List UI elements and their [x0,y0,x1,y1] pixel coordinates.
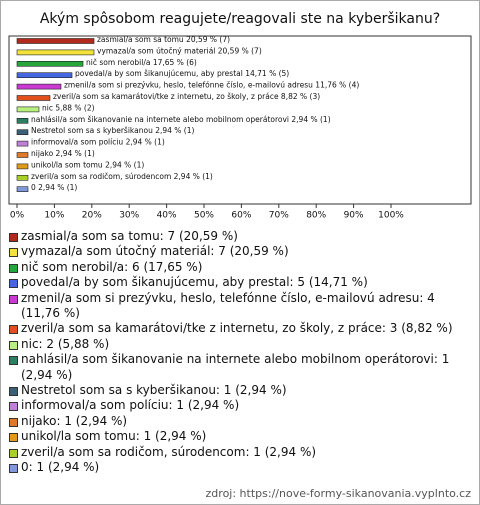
legend-label: nijako: 1 (2,94 %) [21,413,128,428]
legend: zasmial/a som sa tomu: 7 (20,59 %) vymaza… [9,229,475,476]
x-tick-label: 50% [194,211,214,221]
bar [16,175,29,181]
bar [16,129,29,135]
legend-label: Nestretol som sa s kyberšikanou: 1 (2,94… [21,383,287,398]
legend-swatch [9,402,18,412]
x-tick-label: 90% [344,211,364,221]
x-tick-label: 40% [157,211,177,221]
legend-swatch [9,233,18,242]
legend-item: zmenil/a som si prezývku, heslo, telefón… [9,291,475,322]
value-label: nijako 2,94 % (1) [31,149,95,158]
legend-label: nič som nerobil/a: 6 (17,65 %) [21,259,203,274]
legend-swatch [9,279,18,289]
plot-frame [8,35,472,205]
chart: Akým spôsobom reagujete/reagovali ste na… [8,11,472,221]
chart-title: Akým spôsobom reagujete/reagovali ste na… [40,11,440,27]
legend-label: povedal/a by som šikanujúcemu, aby prest… [21,275,368,290]
value-label: nic 5,88 % (2) [42,103,95,112]
bar [16,140,29,147]
legend-label: nahlásil/a som šikanovanie na internete … [21,352,450,382]
legend-label: informoval/a som políciu: 1 (2,94 %) [21,398,240,413]
legend-swatch [9,464,18,474]
x-tick-label: 60% [231,211,251,221]
legend-swatch [9,387,18,397]
legend-label: unikol/la som tomu: 1 (2,94 %) [21,429,207,444]
value-label: nič som nerobil/a 17,65 % (6) [86,58,197,67]
bar [16,152,29,158]
bar [16,163,29,170]
legend-item: povedal/a by som šikanujúcemu, aby prest… [9,275,475,290]
x-tick-label: 30% [119,211,139,221]
legend-item: Nestretol som sa s kyberšikanou: 1 (2,94… [9,383,475,398]
legend-swatch [9,417,18,427]
bar [16,72,73,78]
legend-label: zveril/a som sa rodičom, súrodencom: 1 (… [21,444,317,459]
legend-swatch [9,263,18,273]
legend-item: zveril/a som sa rodičom, súrodencom: 1 (… [9,445,475,460]
value-label: zmenil/a som si prezývku, heslo, telefón… [64,81,359,90]
x-tick-label: 0% [10,211,25,221]
x-tick-label: 100% [378,211,404,221]
legend-label: nic: 2 (5,88 %) [21,336,110,351]
bar [16,60,84,67]
value-label: nahlásil/a som šikanovanie na internete … [31,115,331,124]
x-tick-label: 10% [44,211,64,221]
bar [16,106,40,113]
bar [16,83,62,90]
value-label: zasmial/a som sa tomu 20,59 % (7) [97,35,230,44]
legend-item: nahlásil/a som šikanovanie na internete … [9,352,475,383]
bar [16,38,95,44]
legend-swatch [9,356,18,366]
legend-item: unikol/la som tomu: 1 (2,94 %) [9,429,475,444]
bar [16,186,29,192]
value-label: vymazal/a som útočný materiál 20,59 % (7… [97,46,262,55]
legend-item: nijako: 1 (2,94 %) [9,414,475,429]
legend-item: informoval/a som políciu: 1 (2,94 %) [9,398,475,413]
x-tick-label: 70% [269,211,289,221]
x-tick-label: 20% [82,211,102,221]
legend-swatch [9,433,18,443]
legend-swatch [9,448,18,458]
legend-swatch [9,294,18,304]
bar [16,49,95,56]
legend-item: nic: 2 (5,88 %) [9,337,475,352]
value-label: informoval/a som políciu 2,94 % (1) [31,138,165,147]
legend-label: 0: 1 (2,94 %) [21,460,100,475]
legend-item: zasmial/a som sa tomu: 7 (20,59 %) [9,229,475,244]
legend-label: zasmial/a som sa tomu: 7 (20,59 %) [21,229,238,243]
legend-item: 0: 1 (2,94 %) [9,460,475,475]
legend-swatch [9,325,18,335]
value-label: Nestretol som sa s kyberšikanou 2,94 % (… [31,126,195,135]
legend-label: zmenil/a som si prezývku, heslo, telefón… [21,290,435,321]
bar [16,118,29,124]
value-label: 0 2,94 % (1) [31,183,77,192]
value-label: povedal/a by som šikanujúcemu, aby prest… [75,69,289,78]
legend-swatch [9,248,18,258]
bar [16,95,51,101]
legend-item: zveril/a som sa kamarátovi/tke z interne… [9,321,475,336]
value-label: unikol/la som tomu 2,94 % (1) [31,160,144,169]
legend-label: zveril/a som sa kamarátovi/tke z interne… [21,321,453,336]
legend-swatch [9,340,18,350]
value-label: zveril/a som sa kamarátovi/tke z interne… [53,92,320,101]
source: zdroj: https://nove-formy-sikanovania.vy… [205,487,471,500]
value-label: zveril/a som sa rodičom, súrodencom 2,94… [31,172,213,181]
x-tick-label: 80% [306,211,326,221]
legend-item: nič som nerobil/a: 6 (17,65 %) [9,260,475,275]
legend-item: vymazal/a som útočný materiál: 7 (20,59 … [9,244,475,259]
legend-label: vymazal/a som útočný materiál: 7 (20,59 … [21,244,289,259]
